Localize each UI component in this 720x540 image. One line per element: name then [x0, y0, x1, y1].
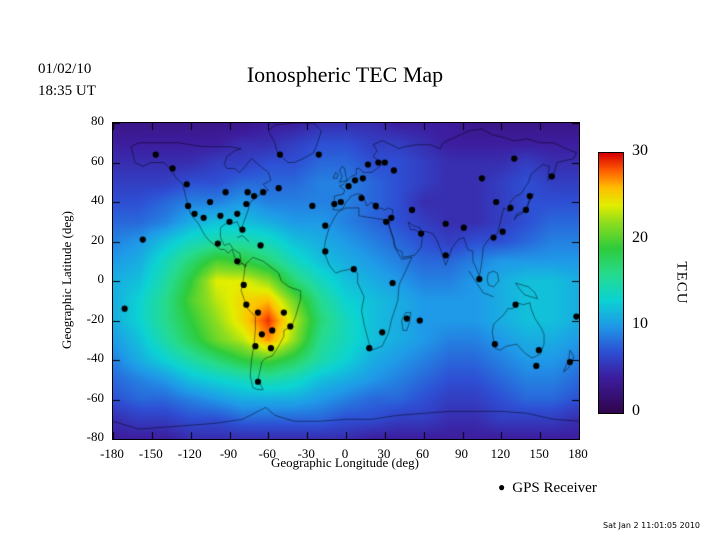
- y-tick-label: -60: [86, 389, 104, 405]
- y-tick-label: 40: [91, 192, 104, 207]
- colorbar-tick-label: 30: [632, 142, 648, 159]
- gps-legend-label: GPS Receiver: [512, 480, 597, 496]
- y-tick-label: 80: [91, 113, 104, 128]
- colorbar-tick-label: 0: [632, 402, 640, 419]
- gps-receiver-dot-icon: ●: [498, 480, 506, 494]
- observation-date: 01/02/10: [38, 61, 92, 77]
- tec-heatmap-canvas: [112, 122, 580, 440]
- y-tick-label: -40: [86, 350, 104, 365]
- colorbar-tick-label: 10: [632, 315, 648, 333]
- creation-timestamp: Sat Jan 2 11:01:05 2010: [603, 521, 700, 530]
- y-axis-label: Geographic Latitude (deg): [59, 211, 74, 349]
- colorbar: [598, 152, 624, 414]
- observation-datetime: 01/02/10 18:35 UT: [38, 58, 96, 102]
- page-title: Ionospheric TEC Map: [246, 62, 444, 87]
- y-tick-label: 60: [91, 152, 104, 168]
- colorbar-unit-label: TECU: [673, 261, 690, 305]
- x-axis-label: Geographic Longitude (deg): [270, 455, 419, 470]
- observation-time: 18:35 UT: [38, 83, 96, 99]
- colorbar-tick-label: 20: [632, 228, 648, 246]
- y-tick-label: -80: [86, 429, 104, 444]
- gps-legend: ● GPS Receiver: [498, 480, 597, 497]
